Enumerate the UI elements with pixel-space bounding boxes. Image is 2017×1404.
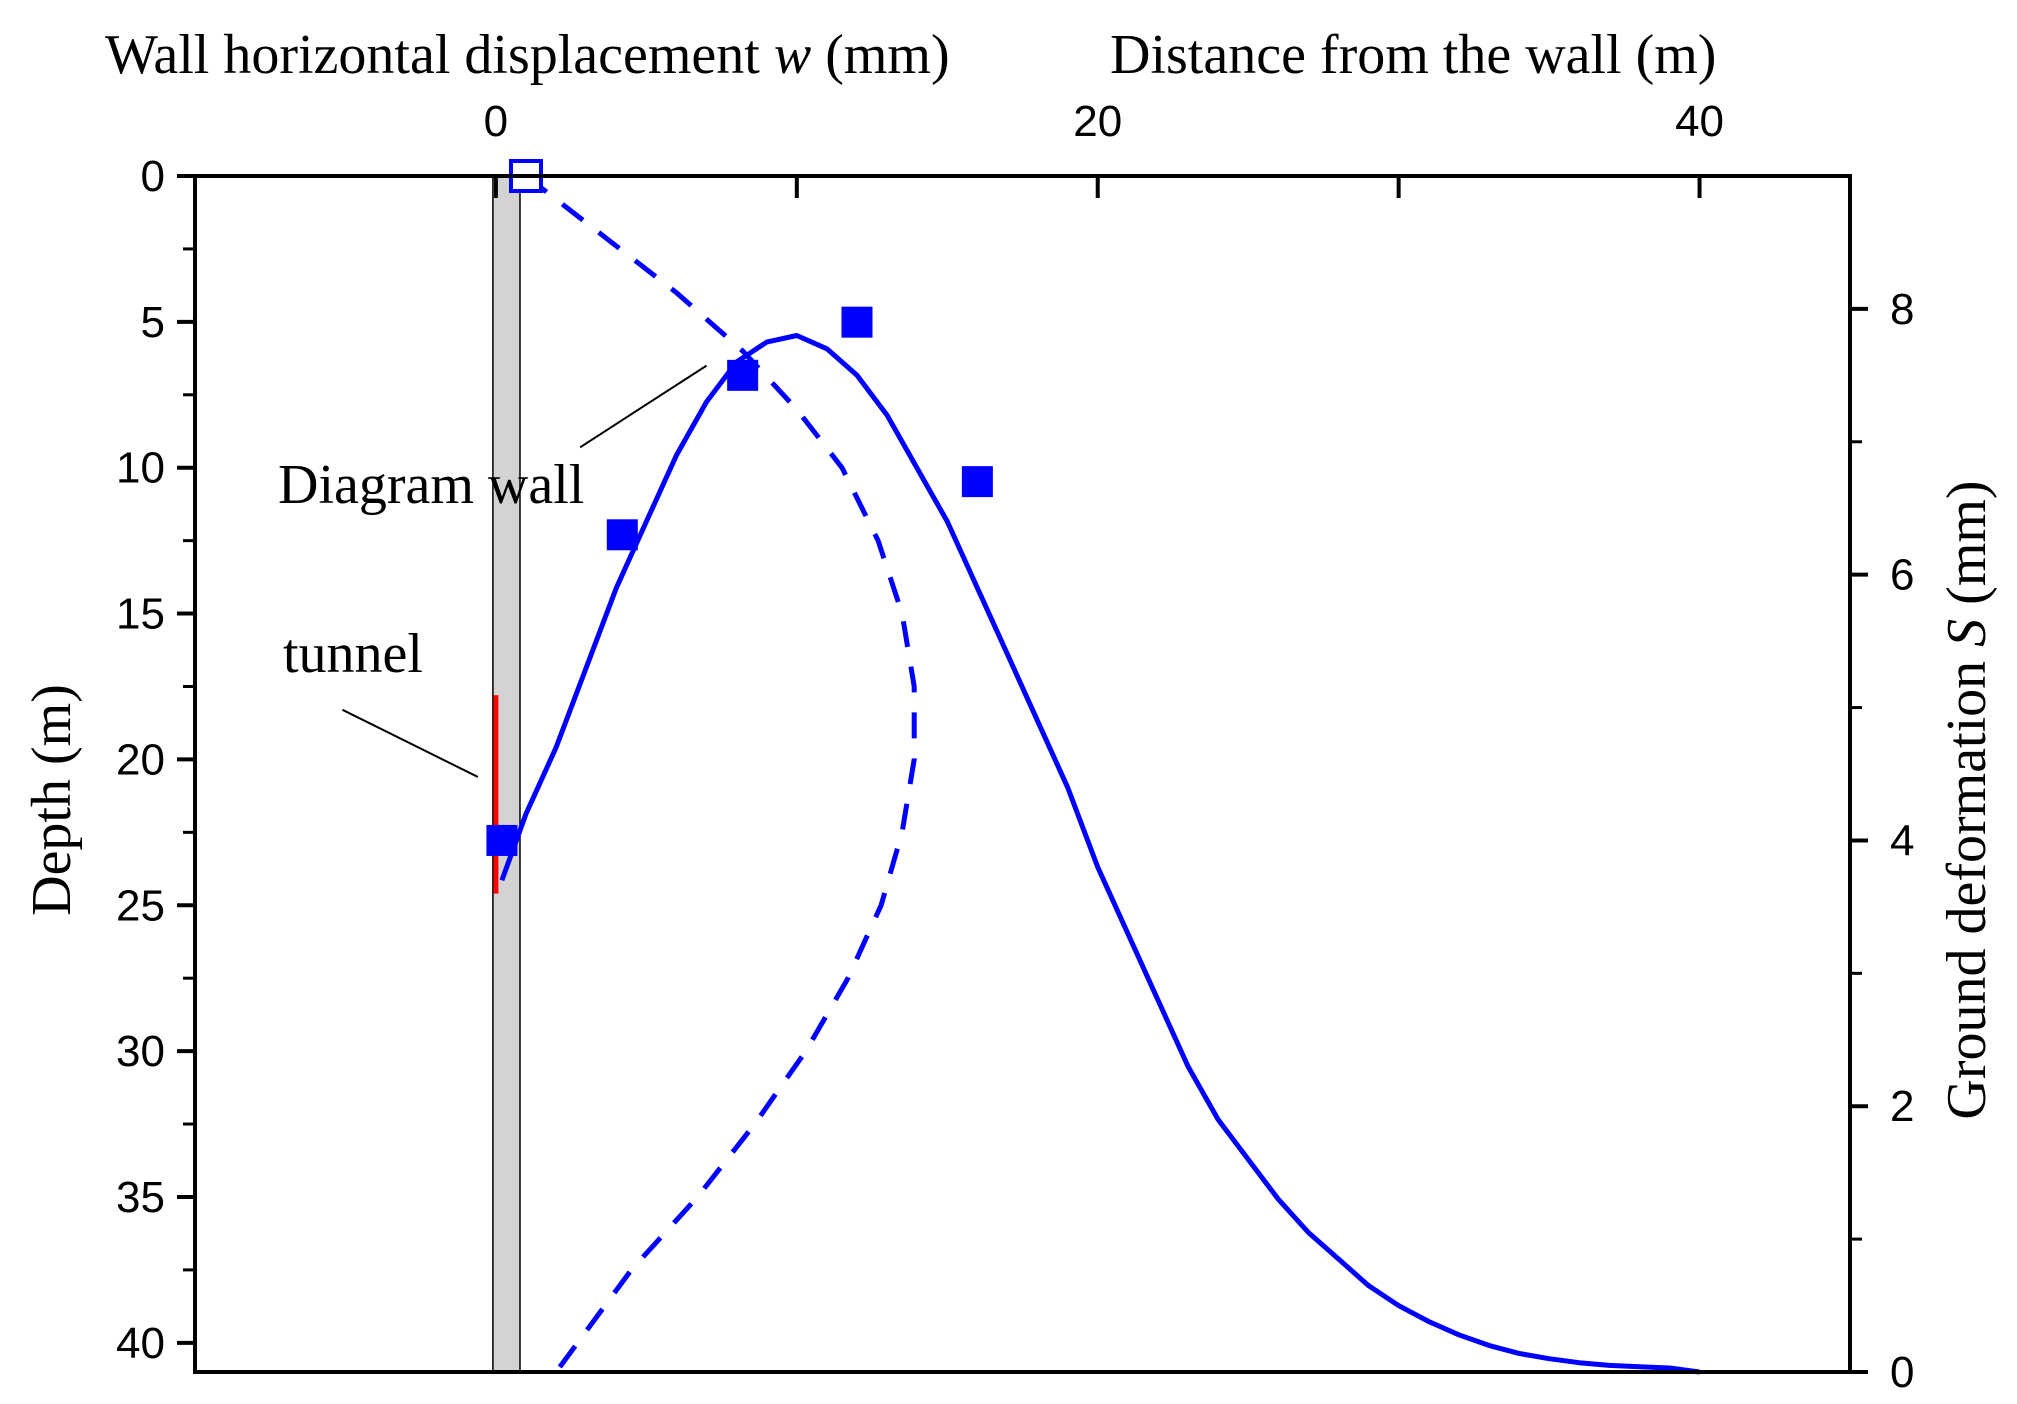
wall-displacement-curve bbox=[524, 174, 917, 1374]
right-axis-tick-label: 8 bbox=[1890, 285, 1914, 334]
left-axis-title: Depth (m) bbox=[21, 684, 83, 916]
left-axis-tick-label: 0 bbox=[141, 152, 165, 201]
data-marker-filled bbox=[486, 824, 518, 856]
annotation-leader bbox=[579, 364, 708, 449]
left-axis-tick-label: 5 bbox=[141, 298, 165, 347]
data-marker-filled bbox=[841, 306, 873, 338]
right-axis-title: Ground deformation S (mm) bbox=[1936, 480, 1998, 1119]
plot-frame bbox=[193, 174, 1852, 1374]
top-axis-left-title: Wall horizontal displacement w (mm) bbox=[105, 24, 950, 86]
plot-layer bbox=[342, 159, 1700, 1375]
right-axis-tick-label: 0 bbox=[1890, 1348, 1914, 1397]
ground-deformation-curve bbox=[499, 333, 1700, 1375]
left-axis-tick-label: 20 bbox=[116, 735, 165, 784]
label-layer: Wall horizontal displacement w (mm) Dist… bbox=[21, 24, 1998, 1397]
left-axis-tick-label: 35 bbox=[116, 1173, 165, 1222]
data-marker-filled bbox=[606, 519, 638, 551]
left-axis-tick-label: 25 bbox=[116, 881, 165, 930]
right-axis-tick-label: 4 bbox=[1890, 816, 1914, 865]
right-axis-tick-label: 6 bbox=[1890, 551, 1914, 600]
frame-layer bbox=[193, 174, 1852, 1374]
annotation-leader bbox=[342, 708, 479, 778]
top-axis-tick-label: 20 bbox=[1073, 97, 1122, 146]
annotation-diagram-wall: Diagram wall bbox=[278, 454, 584, 516]
left-axis-tick-label: 10 bbox=[116, 444, 165, 493]
left-axis-tick-label: 40 bbox=[116, 1319, 165, 1368]
left-axis-tick-label: 30 bbox=[116, 1027, 165, 1076]
left-axis-tick-label: 15 bbox=[116, 590, 165, 639]
top-axis-right-title: Distance from the wall (m) bbox=[1110, 24, 1716, 86]
right-axis-tick-label: 2 bbox=[1890, 1082, 1914, 1131]
top-axis-tick-label: 0 bbox=[484, 97, 508, 146]
top-axis-tick-label: 40 bbox=[1675, 97, 1724, 146]
data-marker-filled bbox=[961, 466, 993, 498]
annotation-tunnel: tunnel bbox=[283, 623, 423, 685]
tick-layer bbox=[177, 174, 1868, 1374]
data-marker-filled bbox=[727, 359, 759, 391]
